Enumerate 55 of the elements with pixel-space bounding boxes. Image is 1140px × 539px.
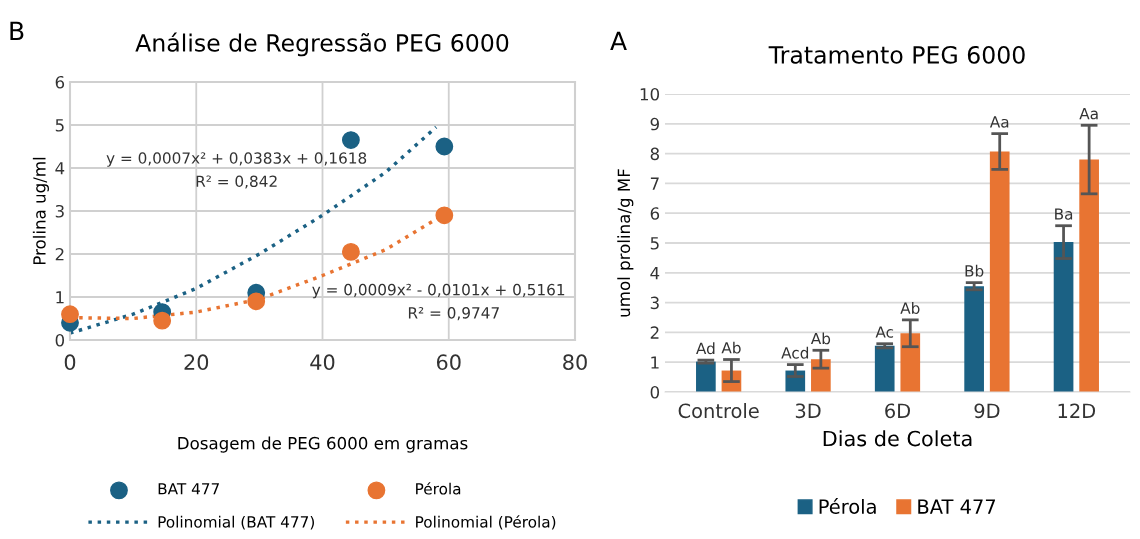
x-tick-label: 3D	[795, 403, 821, 419]
data-label: Ab	[721, 341, 741, 354]
legend-label: BAT 477	[918, 499, 996, 514]
text: B	[10, 21, 24, 40]
x-tick-label: 80	[563, 354, 587, 371]
legend-label: Pérola	[819, 498, 876, 514]
legend-label: BAT 477	[158, 483, 219, 495]
annotation: R² = 0,9747	[408, 307, 499, 321]
chart-title: Tratamento PEG 6000	[768, 45, 1025, 64]
y-tick-label: 8	[650, 147, 659, 161]
y-tick-label: 4	[650, 266, 660, 280]
data-label: Ab	[810, 332, 831, 345]
x-axis-title: Dosagem de PEG 6000 em gramas	[178, 436, 468, 453]
y-tick-label: 0	[55, 333, 65, 347]
y-tick-label: 7	[650, 177, 659, 190]
data-label: Bb	[965, 264, 984, 277]
x-tick-label: 6D	[885, 403, 911, 419]
y-tick-label: 3	[650, 296, 659, 310]
y-tick-label: 6	[650, 207, 660, 220]
data-label: Ab	[900, 302, 920, 314]
x-tick-label: 40	[310, 354, 335, 371]
legend-label: Pérola	[416, 482, 461, 495]
y-tick-label: 1	[651, 356, 659, 369]
legend-label: Polinomial (BAT 477)	[158, 515, 314, 530]
y-tick-label: 5	[650, 237, 659, 250]
text: A	[610, 31, 627, 50]
y-tick-label: 10	[640, 87, 660, 101]
data-label: Ba	[1055, 208, 1073, 220]
data-label: Aa	[989, 116, 1009, 128]
y-tick-label: 1	[56, 291, 64, 304]
annotation: y = 0,0007x² + 0,0383x + 0,1618	[106, 152, 367, 167]
x-tick-label: 12D	[1058, 403, 1096, 418]
data-label: Acd	[781, 346, 809, 359]
x-axis-title: Dias de Coleta	[823, 430, 972, 447]
y-tick-label: 3	[55, 204, 64, 218]
x-tick-label: 9D	[974, 403, 1000, 419]
y-tick-label: 6	[55, 75, 65, 89]
y-tick-label: 2	[55, 247, 64, 261]
legend-label: Polinomial (Pérola)	[416, 515, 556, 530]
data-label: Ad	[696, 342, 715, 355]
x-tick-label: 60	[436, 354, 461, 371]
y-axis-title: umol prolina/g MF	[617, 169, 634, 317]
y-axis-title: Prolina ug/ml	[32, 157, 49, 265]
chart-title: Análise de Regressão PEG 6000	[135, 32, 509, 57]
y-tick-label: 4	[55, 162, 65, 175]
y-tick-label: 9	[650, 117, 659, 131]
y-tick-label: 2	[650, 326, 659, 339]
annotation: y = 0,0009x² - 0,0101x + 0,5161	[312, 283, 565, 299]
y-tick-label: 0	[650, 385, 660, 399]
y-tick-label: 5	[55, 119, 64, 132]
data-label: Aa	[1079, 107, 1098, 120]
x-tick-label: 20	[184, 354, 209, 371]
data-label: Ac	[875, 326, 894, 338]
annotation: R² = 0,842	[196, 175, 277, 189]
x-tick-label: Controle	[678, 403, 759, 419]
